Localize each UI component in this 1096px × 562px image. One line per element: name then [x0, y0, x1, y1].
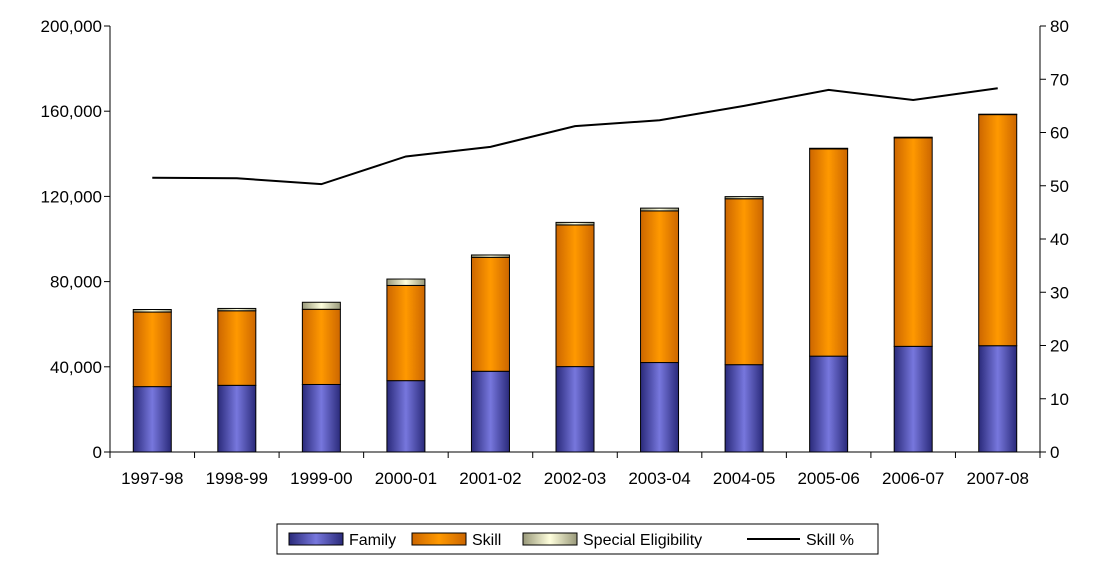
- legend-label: Family: [349, 532, 396, 549]
- legend-swatch: [522, 532, 578, 546]
- x-tick-label: 1998-99: [206, 469, 268, 488]
- bar-family: [893, 345, 933, 453]
- bar-family: [555, 366, 595, 453]
- bar-special-eligibility: [470, 254, 510, 258]
- y2-tick-label: 40: [1050, 230, 1069, 249]
- bars: [132, 113, 1018, 453]
- y2-tick-label: 60: [1050, 124, 1069, 143]
- y2-tick-label: 20: [1050, 337, 1069, 356]
- bar-family: [386, 380, 426, 453]
- bar-special-eligibility: [132, 309, 172, 313]
- y-tick-label: 40,000: [50, 358, 102, 377]
- x-tick-label: 2005-06: [797, 469, 859, 488]
- legend: Family Skill Special Eligibility Skill %: [276, 523, 879, 555]
- bar-skill: [555, 224, 595, 368]
- y-tick-label: 120,000: [41, 187, 102, 206]
- y2-tick-label: 70: [1050, 70, 1069, 89]
- x-tick-label: 2002-03: [544, 469, 606, 488]
- y2-tick-label: 0: [1050, 443, 1059, 462]
- bar-family: [978, 345, 1018, 453]
- y2-tick-label: 10: [1050, 390, 1069, 409]
- x-tick-label: 2006-07: [882, 469, 944, 488]
- bar-special-eligibility: [724, 196, 764, 200]
- x-tick-label: 1999-00: [290, 469, 352, 488]
- bar-family: [809, 355, 849, 453]
- x-tick-label: 2000-01: [375, 469, 437, 488]
- y-tick-label: 200,000: [41, 17, 102, 36]
- legend-label: Skill %: [806, 532, 854, 549]
- legend-swatch: [411, 532, 467, 546]
- bar-family: [132, 386, 172, 453]
- y2-tick-label: 50: [1050, 177, 1069, 196]
- bar-special-eligibility: [386, 278, 426, 286]
- y-tick-label: 160,000: [41, 102, 102, 121]
- bar-skill: [893, 137, 933, 347]
- bar-special-eligibility: [217, 307, 257, 312]
- bar-skill: [640, 210, 680, 364]
- bar-family: [640, 362, 680, 453]
- x-tick-label: 2001-02: [459, 469, 521, 488]
- legend-swatch: [288, 532, 344, 546]
- bar-family: [470, 370, 510, 453]
- line-skill-percent: [152, 87, 998, 186]
- bar-skill: [132, 311, 172, 388]
- y2-tick-label: 30: [1050, 283, 1069, 302]
- bar-skill: [301, 308, 341, 385]
- bar-special-eligibility: [809, 147, 849, 150]
- bar-skill: [217, 310, 257, 386]
- x-tick-label: 2003-04: [628, 469, 690, 488]
- y-tick-label: 80,000: [50, 273, 102, 292]
- y2-tick-label: 80: [1050, 17, 1069, 36]
- bar-skill: [470, 256, 510, 372]
- skill-percent-line: [152, 87, 998, 186]
- axes: 0 40,000 80,000 120,000 160,000 200,000 0 10 20 3…: [41, 17, 1069, 488]
- bar-family: [217, 384, 257, 453]
- legend-label: Skill: [472, 532, 501, 549]
- bar-family: [301, 383, 341, 453]
- x-tick-label: 1997-98: [121, 469, 183, 488]
- bar-special-eligibility: [893, 136, 933, 139]
- bar-family: [724, 364, 764, 453]
- x-tick-label: 2004-05: [713, 469, 775, 488]
- bar-special-eligibility: [555, 221, 595, 226]
- y-tick-label: 0: [93, 443, 102, 462]
- bar-skill: [978, 114, 1018, 347]
- legend-label: Special Eligibility: [583, 532, 702, 549]
- x-tick-label: 2007-08: [967, 469, 1029, 488]
- bar-skill: [809, 148, 849, 357]
- bar-skill: [724, 198, 764, 366]
- bar-special-eligibility: [301, 301, 341, 310]
- bar-skill: [386, 284, 426, 382]
- bar-special-eligibility: [640, 207, 680, 212]
